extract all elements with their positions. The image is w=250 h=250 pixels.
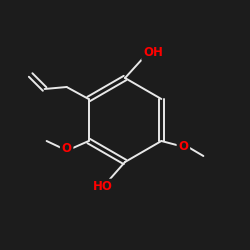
Text: HO: HO bbox=[93, 180, 113, 194]
Text: O: O bbox=[62, 142, 72, 156]
Text: O: O bbox=[178, 140, 188, 152]
Text: OH: OH bbox=[143, 46, 163, 60]
